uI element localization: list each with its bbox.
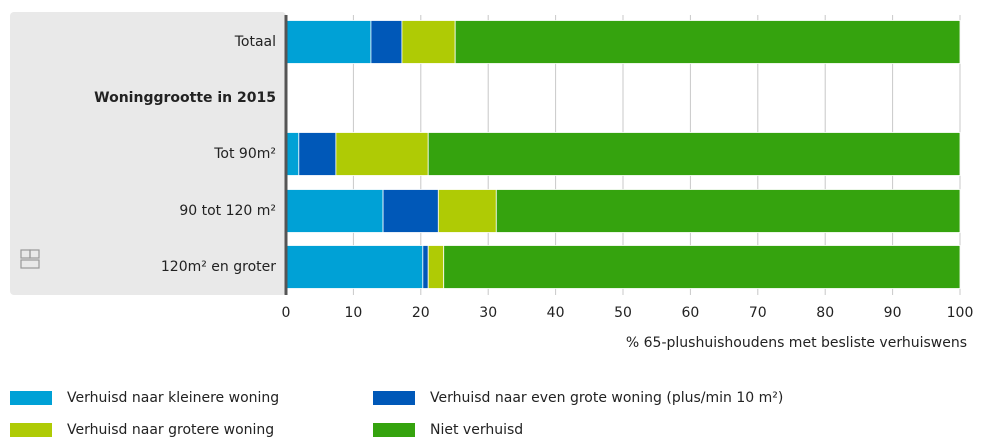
bar-segment	[454, 20, 961, 64]
legend-label: Verhuisd naar kleinere woning	[67, 390, 279, 406]
y-tick-label: Woninggrootte in 2015	[94, 90, 276, 106]
label-panel	[10, 12, 286, 295]
x-tick-label: 50	[614, 305, 632, 321]
y-tick-label: 120m² en groter	[161, 259, 276, 275]
y-tick-label: 90 tot 120 m²	[179, 203, 276, 219]
x-tick-label: 30	[479, 305, 497, 321]
logo	[20, 249, 40, 269]
y-tick-label: Totaal	[234, 34, 276, 50]
legend-swatch	[10, 423, 52, 437]
bar-segment	[443, 245, 961, 289]
bar-segment	[285, 189, 384, 233]
bar-segment	[427, 132, 961, 176]
x-tick-label: 80	[816, 305, 834, 321]
bar-segment	[285, 245, 424, 289]
bar-segment	[370, 20, 403, 64]
bar-segment	[422, 245, 429, 289]
legend-label: Verhuisd naar even grote woning (plus/mi…	[430, 390, 783, 406]
x-tick-label: 90	[884, 305, 902, 321]
x-tick-label: 70	[749, 305, 767, 321]
legend-label: Niet verhuisd	[430, 422, 523, 438]
bar-segment	[285, 20, 372, 64]
bar-segment	[335, 132, 429, 176]
x-tick-label: 60	[681, 305, 699, 321]
legend-swatch	[373, 391, 415, 405]
bar-segment	[285, 132, 300, 176]
bar-segment	[427, 245, 445, 289]
x-tick-label: 0	[282, 305, 291, 321]
bar-segment	[298, 132, 337, 176]
bar-segment	[437, 189, 497, 233]
legend-swatch	[373, 423, 415, 437]
legend-label: Verhuisd naar grotere woning	[67, 422, 274, 438]
bar-segment	[401, 20, 456, 64]
x-tick-label: 10	[344, 305, 362, 321]
bar-segment	[382, 189, 439, 233]
x-axis-label: % 65-plushuishoudens met besliste verhui…	[626, 335, 967, 351]
x-tick-label: 40	[547, 305, 565, 321]
x-tick-label: 100	[947, 305, 974, 321]
x-tick-label: 20	[412, 305, 430, 321]
bar-segment	[495, 189, 961, 233]
y-tick-label: Tot 90m²	[213, 146, 276, 162]
legend-swatch	[10, 391, 52, 405]
